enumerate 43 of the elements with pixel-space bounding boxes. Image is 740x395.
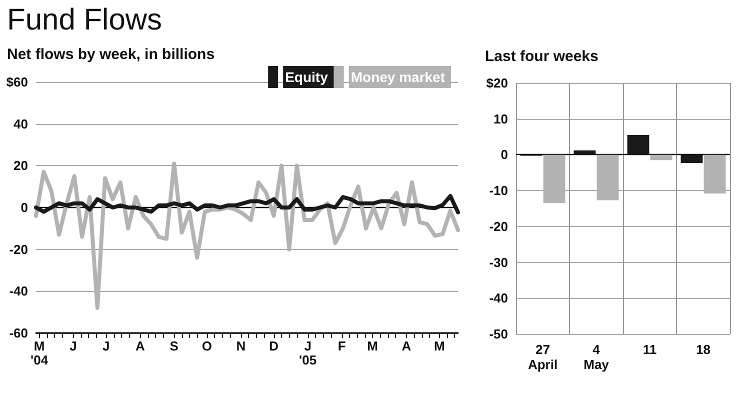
y-tick-label: -40	[489, 290, 508, 306]
chart-title: Last four weeks	[485, 48, 598, 65]
x-tick-label: 11	[642, 342, 657, 357]
bar	[574, 150, 596, 155]
x-tick-label: A	[402, 338, 412, 354]
chart-subtitle: Net flows by week, in billions	[7, 46, 215, 63]
y-tick-label: -50	[489, 326, 508, 342]
y-tick-label: $20	[486, 76, 508, 90]
x-tick-label: 27 April	[528, 342, 558, 372]
legend-label: Money market	[350, 69, 446, 85]
chart-title: Fund Flows	[7, 4, 162, 36]
x-tick-label: 4 May	[584, 342, 610, 372]
y-tick-label: -20	[9, 242, 28, 257]
y-tick-label: 10	[494, 111, 508, 126]
x-tick-label: M '04	[30, 338, 49, 368]
y-tick-label: -60	[9, 326, 28, 340]
line-series	[34, 194, 460, 214]
x-tick-label: O	[202, 338, 212, 354]
y-tick-label: 0	[500, 147, 508, 162]
line-series	[34, 162, 460, 310]
bar	[627, 134, 650, 155]
y-tick-label: 20	[14, 158, 28, 174]
x-tick-label: J	[102, 338, 110, 354]
bar	[680, 154, 703, 163]
y-tick-label: $60	[6, 74, 28, 90]
x-tick-label: N	[236, 338, 246, 354]
x-tick-label: A	[135, 338, 146, 354]
x-tick-label: S	[170, 338, 179, 354]
y-tick-label: 0	[20, 200, 28, 215]
x-tick-label: J	[70, 338, 77, 354]
y-tick-label: 40	[14, 116, 28, 132]
x-tick-label: J '05	[299, 338, 317, 368]
y-tick-label: -40	[9, 284, 28, 299]
x-tick-label: 18	[696, 342, 710, 357]
bar	[650, 154, 672, 160]
x-tick-label: M	[367, 338, 378, 354]
y-tick-label: -20	[489, 218, 508, 234]
legend-label: Equity	[285, 69, 328, 85]
x-tick-label: D	[269, 338, 279, 354]
y-tick-label: -30	[489, 254, 508, 270]
x-tick-label: F	[338, 338, 346, 354]
y-tick-label: -10	[489, 183, 508, 198]
x-tick-label: M	[434, 338, 445, 354]
